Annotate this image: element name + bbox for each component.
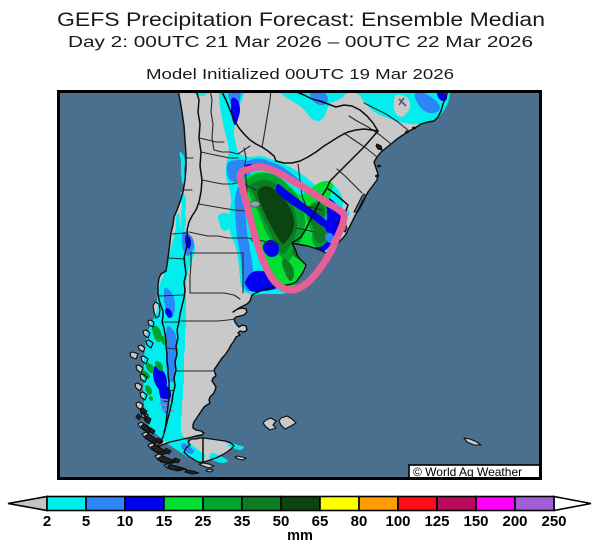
svg-text:10: 10 [117,513,134,530]
svg-text:Model Initialized 00UTC 19 Mar: Model Initialized 00UTC 19 Mar 2026 [146,67,454,83]
svg-text:150: 150 [463,513,488,530]
svg-text:2: 2 [43,513,51,530]
svg-text:200: 200 [502,513,527,530]
svg-text:250: 250 [541,513,566,530]
svg-text:15: 15 [156,513,173,530]
svg-text:GEFS Precipitation Forecast: E: GEFS Precipitation Forecast: Ensemble Me… [57,10,545,31]
svg-text:5: 5 [82,513,90,530]
svg-text:65: 65 [312,513,329,530]
svg-text:35: 35 [234,513,251,530]
svg-text:mm: mm [287,528,313,544]
svg-text:© World Ag Weather: © World Ag Weather [413,465,522,479]
svg-text:25: 25 [195,513,212,530]
svg-text:125: 125 [424,513,449,530]
svg-text:80: 80 [351,513,368,530]
svg-text:100: 100 [385,513,410,530]
svg-text:Day 2: 00UTC 21 Mar 2026 – 00U: Day 2: 00UTC 21 Mar 2026 – 00UTC 22 Mar … [68,34,533,51]
svg-text:50: 50 [273,513,290,530]
